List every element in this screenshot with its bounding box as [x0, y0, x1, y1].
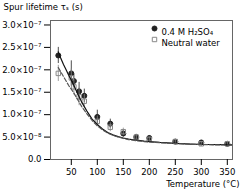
svg-text:350: 350: [219, 167, 235, 177]
svg-text:200: 200: [141, 167, 157, 177]
svg-text:2.5×10⁻⁷: 2.5×10⁻⁷: [2, 42, 42, 52]
svg-text:150: 150: [115, 167, 131, 177]
svg-text:0.0: 0.0: [28, 154, 42, 164]
svg-text:Temperature (°C): Temperature (°C): [165, 179, 239, 189]
svg-text:3.0×10⁻⁷: 3.0×10⁻⁷: [2, 20, 42, 30]
svg-text:Spur lifetime τₛ (s): Spur lifetime τₛ (s): [4, 2, 83, 12]
svg-text:2.0×10⁻⁷: 2.0×10⁻⁷: [2, 65, 42, 75]
svg-text:1.0×10⁻⁷: 1.0×10⁻⁷: [2, 109, 42, 119]
svg-text:250: 250: [167, 167, 183, 177]
svg-text:50: 50: [66, 167, 77, 177]
svg-text:100: 100: [89, 167, 105, 177]
svg-text:Neutral water: Neutral water: [162, 38, 221, 48]
svg-text:0.4 M H₂SO₄: 0.4 M H₂SO₄: [162, 27, 214, 37]
svg-text:300: 300: [193, 167, 209, 177]
svg-text:5.0×10⁻⁸: 5.0×10⁻⁸: [2, 132, 42, 142]
svg-text:1.5×10⁻⁷: 1.5×10⁻⁷: [2, 87, 42, 97]
